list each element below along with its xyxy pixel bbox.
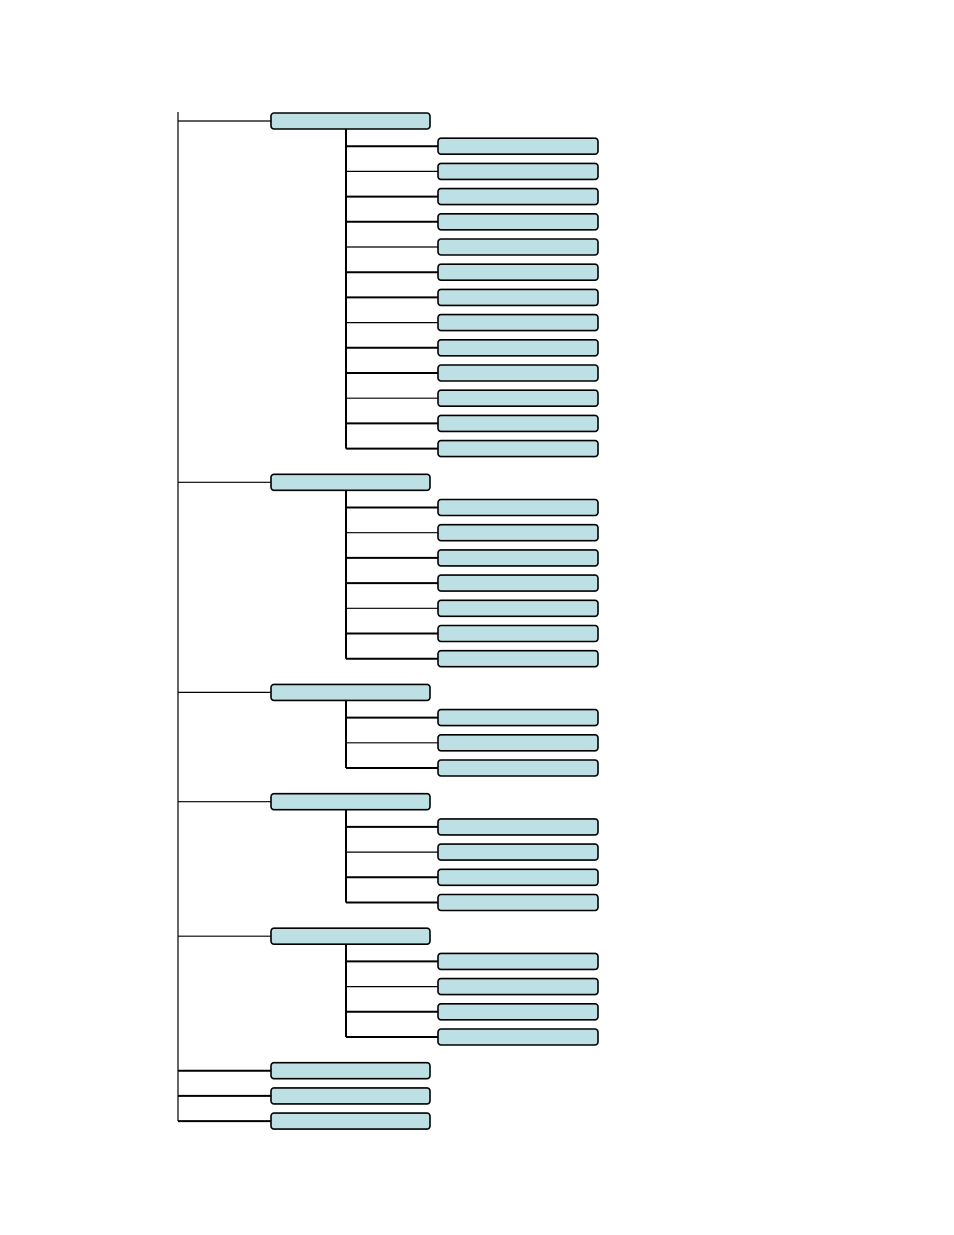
group-1-child-12-node [437,414,599,433]
group-1-child-5-node [437,238,599,256]
group-5-node-box [270,927,431,946]
group-1-child-8-node-box [437,313,599,332]
group-1-child-3-node-box [437,187,599,206]
group-4-child-4-node [437,893,599,912]
group-5-child-3-node-box [437,1002,599,1021]
group-4-child-3-node-box [437,868,599,887]
group-3-child-3-node [437,759,599,777]
group-1-node [270,112,431,130]
group-1-child-8-node [437,313,599,332]
group-2-node [270,473,431,492]
group-1-child-10-node-box [437,364,599,382]
group-4-child-2-node-box [437,843,599,861]
group-1-child-5-node-box [437,238,599,256]
group-3-node [270,683,431,702]
group-3-child-1-node [437,708,599,727]
group-2-child-3-node-box [437,549,599,567]
group-4-child-4-node-box [437,893,599,912]
group-3-child-2-node-box [437,733,599,752]
group-2-child-4-node [437,574,599,592]
group-7-node [270,1087,431,1105]
group-3-child-3-node-box [437,759,599,777]
group-4-node [270,792,431,811]
group-2-child-2-node-box [437,523,599,542]
group-4-child-2-node [437,843,599,861]
group-5-child-2-node [437,977,599,996]
group-4-child-1-node [437,818,599,836]
group-7-node-box [270,1087,431,1105]
group-3-child-2-node [437,733,599,752]
group-1-child-7-node [437,288,599,307]
group-5-child-3-node [437,1002,599,1021]
group-2-child-3-node [437,549,599,567]
group-1-child-11-node-box [437,389,599,408]
group-1-child-9-node-box [437,338,599,357]
group-1-child-2-node-box [437,162,599,181]
group-2-child-5-node [437,599,599,618]
group-1-child-4-node-box [437,213,599,231]
group-1-child-1-node [437,137,599,155]
group-1-child-13-node [437,439,599,458]
group-4-child-1-node-box [437,818,599,836]
group-1-child-6-node [437,263,599,282]
group-1-child-11-node [437,389,599,408]
group-1-child-6-node-box [437,263,599,282]
group-2-child-5-node-box [437,599,599,618]
group-2-node-box [270,473,431,492]
group-2-child-6-node-box [437,624,599,643]
group-1-child-13-node-box [437,439,599,458]
group-1-node-box [270,112,431,130]
group-2-child-1-node-box [437,498,599,517]
group-4-child-3-node [437,868,599,887]
group-5-child-1-node [437,952,599,971]
group-1-child-3-node [437,187,599,206]
group-1-child-10-node [437,364,599,382]
group-6-node-box [270,1061,431,1080]
group-2-child-6-node [437,624,599,643]
group-8-node-box [270,1112,431,1130]
group-5-node [270,927,431,946]
group-1-child-9-node [437,338,599,357]
group-1-child-1-node-box [437,137,599,155]
group-5-child-2-node-box [437,977,599,996]
group-2-child-4-node-box [437,574,599,592]
group-5-child-1-node-box [437,952,599,971]
group-1-child-7-node-box [437,288,599,307]
group-2-child-2-node [437,523,599,542]
group-3-node-box [270,683,431,702]
group-5-child-4-node [437,1028,599,1046]
group-2-child-7-node-box [437,649,599,668]
group-4-node-box [270,792,431,811]
group-1-child-2-node [437,162,599,181]
group-6-node [270,1061,431,1080]
group-2-child-7-node [437,649,599,668]
group-3-child-1-node-box [437,708,599,727]
group-2-child-1-node [437,498,599,517]
group-1-child-4-node [437,213,599,231]
group-8-node [270,1112,431,1130]
group-5-child-4-node-box [437,1028,599,1046]
group-1-child-12-node-box [437,414,599,433]
